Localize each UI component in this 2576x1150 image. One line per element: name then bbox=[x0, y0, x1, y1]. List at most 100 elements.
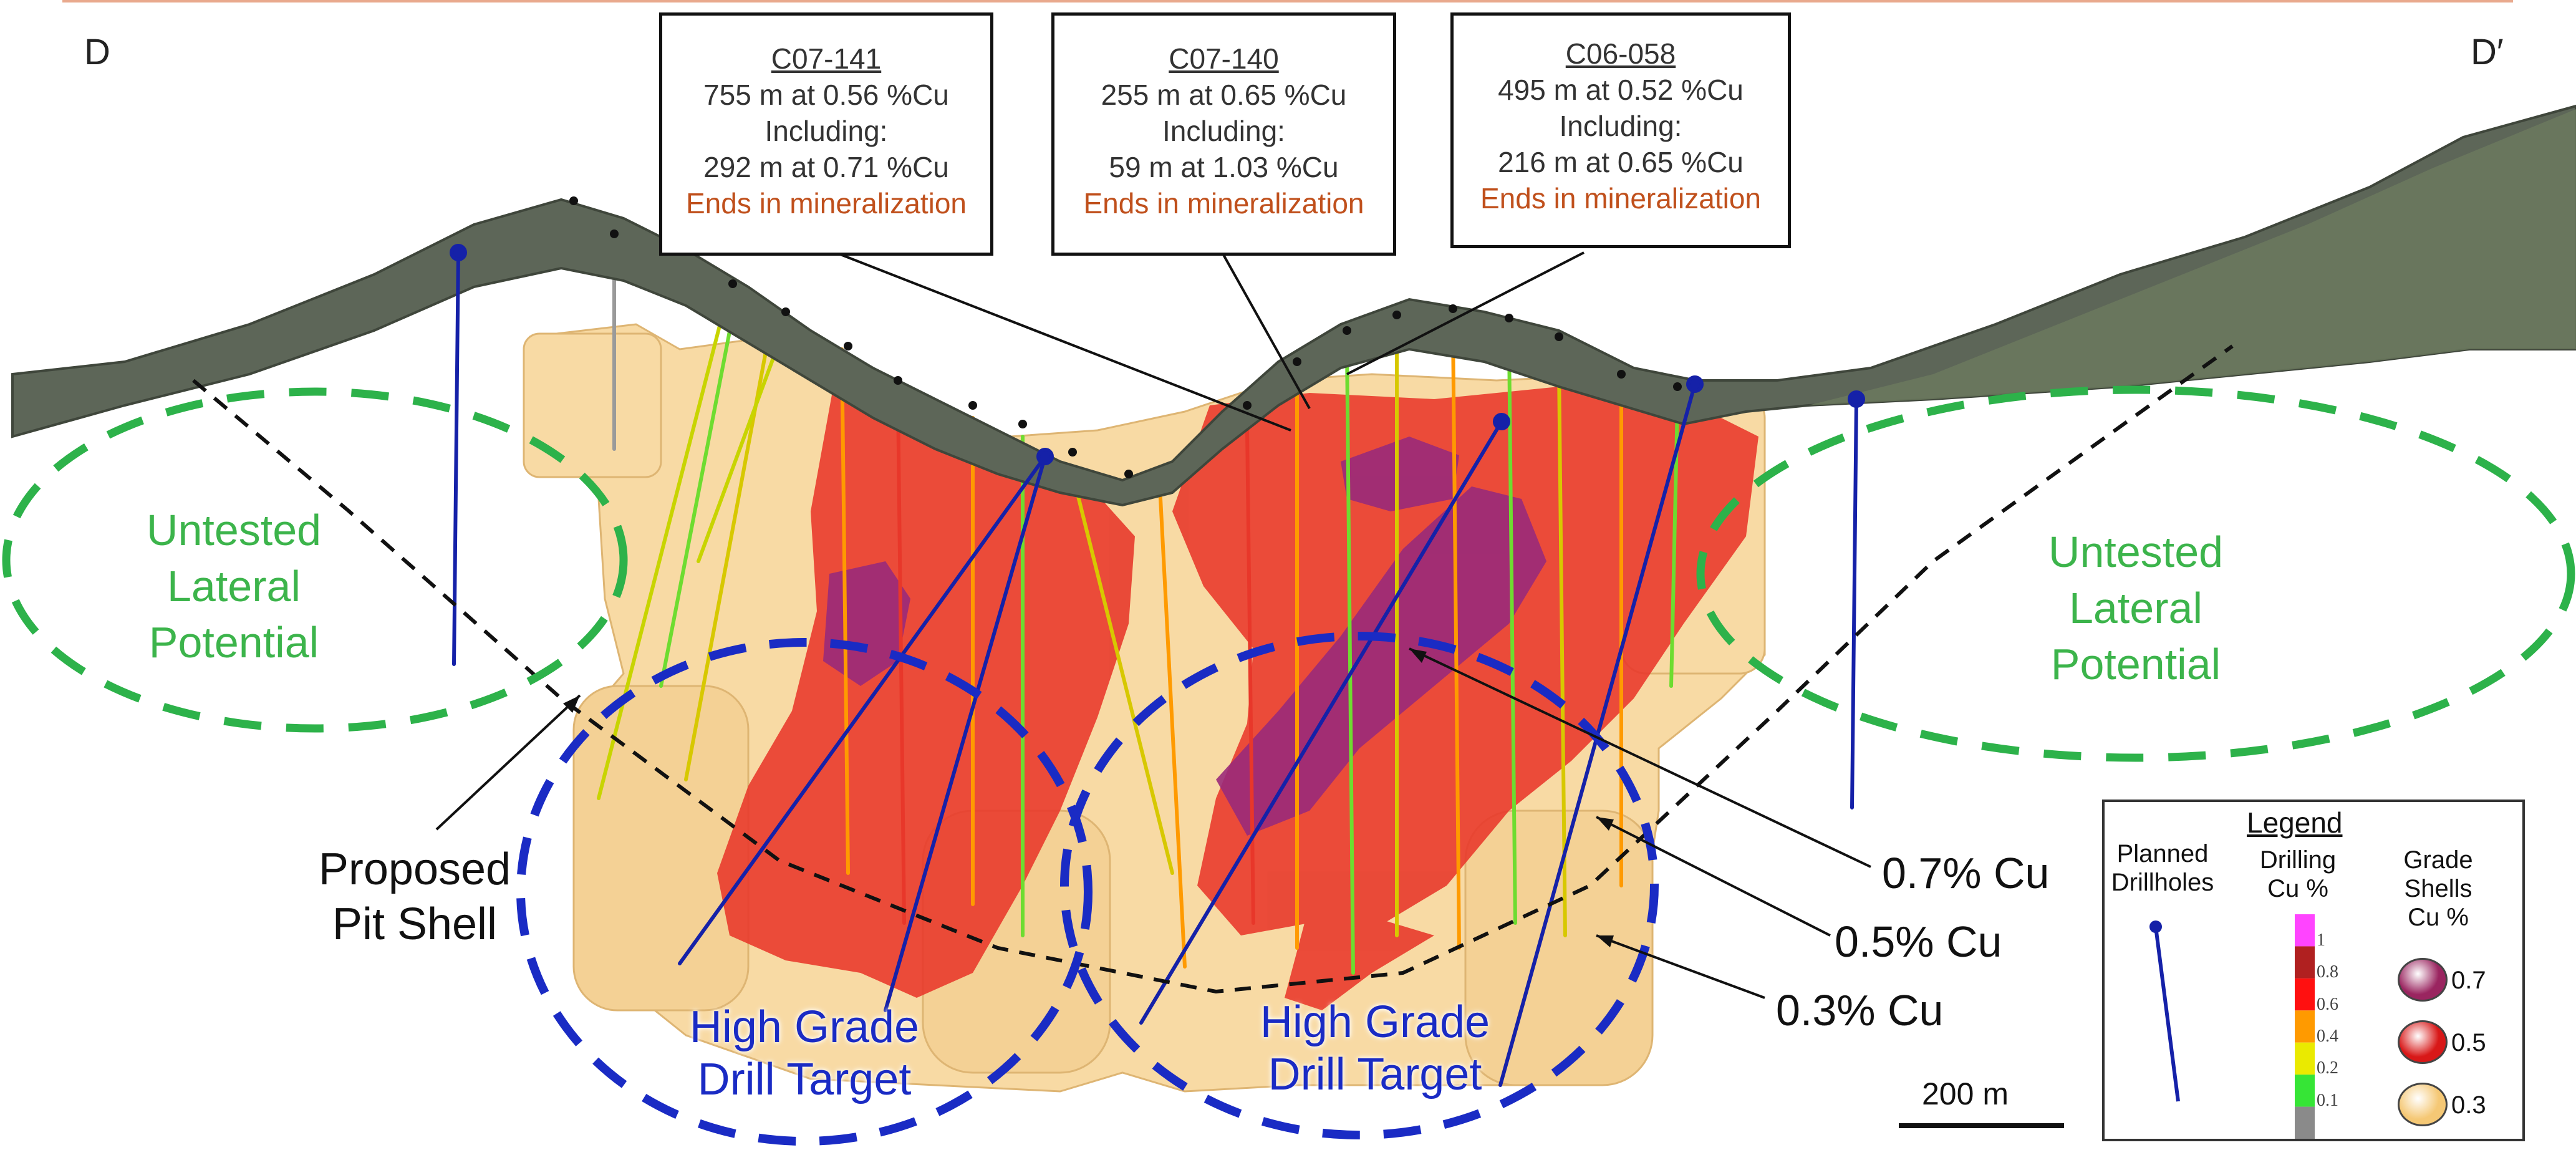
grade-leader-0.7-arrow bbox=[1409, 649, 1427, 663]
drill-collars bbox=[569, 196, 1682, 478]
legend-box: Legend Planned Drillholes Drilling Cu % … bbox=[2102, 800, 2525, 1141]
grade-leader-0.5 bbox=[1596, 816, 1831, 937]
planned-collar bbox=[1036, 448, 1054, 465]
legend-drilling-label: Drilling Cu % bbox=[2254, 846, 2342, 903]
callout-leader-c07-140 bbox=[1221, 252, 1311, 409]
legend-drilling-line: Drilling bbox=[2259, 846, 2337, 874]
legend-planned-line: Drillholes bbox=[2111, 869, 2214, 896]
legend-shells-line: Shells bbox=[2404, 875, 2472, 902]
planned-collar bbox=[1493, 413, 1510, 430]
pit-line: Pit Shell bbox=[332, 899, 498, 949]
callout-c07-141: C07-141 755 m at 0.56 %Cu Including: 292… bbox=[659, 12, 993, 256]
grade-leader-0.5-arrow bbox=[1596, 817, 1614, 831]
collar bbox=[894, 376, 902, 385]
legend-drilling-ticks: 1 0.8 0.6 0.4 0.2 0.1 bbox=[2317, 914, 2354, 1139]
proposed-pit-shell-label: Proposed Pit Shell bbox=[293, 842, 536, 952]
untested-potential-right-label: Untested Lateral Potential bbox=[2020, 524, 2251, 692]
topographic-surface bbox=[11, 104, 2576, 507]
callout-note: Ends in mineralization bbox=[1480, 182, 1761, 215]
legend-drilling-color-swatch bbox=[2295, 1075, 2315, 1107]
collar bbox=[1617, 370, 1626, 379]
legend-drilling-line: Cu % bbox=[2267, 875, 2328, 902]
collar bbox=[968, 401, 977, 410]
callout-intercept: 755 m at 0.56 %Cu bbox=[703, 79, 949, 111]
high-grade-target-right-circle bbox=[1060, 632, 1659, 1139]
callout-sub-intercept: 216 m at 0.65 %Cu bbox=[1498, 146, 1744, 178]
untested-potential-left-ellipse bbox=[2, 387, 628, 733]
collar bbox=[569, 196, 578, 205]
legend-shell-swatch bbox=[2398, 958, 2448, 1002]
callout-sub-intercept: 59 m at 1.03 %Cu bbox=[1109, 151, 1339, 183]
legend-planned-label: Planned Drillholes bbox=[2110, 839, 2216, 897]
grade-label-0.7: 0.7% Cu bbox=[1882, 849, 2050, 897]
pit-shell-leader bbox=[435, 694, 581, 831]
untested-line: Untested bbox=[146, 506, 322, 554]
drillhole bbox=[697, 322, 788, 563]
legend-shell-value: 0.5 bbox=[2451, 1029, 2486, 1056]
pit-line: Proposed bbox=[318, 844, 511, 894]
legend-drilling-color-swatch bbox=[2295, 1042, 2315, 1075]
legend-planned-drillhole-symbol bbox=[2149, 920, 2180, 1102]
grade-label-0.5: 0.5% Cu bbox=[1835, 917, 2002, 966]
grade-shell-0.3-lower-left-block bbox=[572, 685, 750, 1012]
untested-potential-left-label: Untested Lateral Potential bbox=[118, 502, 349, 670]
untested-line: Potential bbox=[148, 618, 319, 667]
callout-hole-id: C07-140 bbox=[1169, 42, 1279, 75]
planned-collar bbox=[1686, 375, 1704, 393]
scale-bar-label: 200 m bbox=[1922, 1076, 2009, 1111]
legend-drilling-color-scale bbox=[2295, 914, 2315, 1139]
high-grade-target-left-circle bbox=[516, 638, 1093, 1146]
high-grade-target-right-label: High Grade Drill Target bbox=[1232, 996, 1518, 1101]
callout-including: Including: bbox=[1559, 110, 1682, 142]
legend-shells-label: Grade Shells Cu % bbox=[2391, 846, 2485, 932]
legend-drilling-color-swatch bbox=[2295, 914, 2315, 947]
legend-drilling-tick: 0.6 bbox=[2317, 994, 2338, 1014]
collar bbox=[781, 307, 790, 316]
drillhole bbox=[659, 297, 738, 688]
collar bbox=[1343, 326, 1351, 335]
grade-leader-0.7 bbox=[1409, 647, 1871, 868]
legend-drilling-color-swatch bbox=[2295, 978, 2315, 1011]
planned-drillhole bbox=[452, 251, 460, 666]
callout-hole-id: C07-141 bbox=[771, 42, 882, 75]
planned-drillhole bbox=[678, 455, 1047, 965]
legend-shell-swatches: 0.7 0.5 0.3 bbox=[2398, 958, 2522, 1139]
legend-planned-line: Planned bbox=[2116, 840, 2209, 867]
collar bbox=[1293, 357, 1301, 366]
collar bbox=[1673, 382, 1682, 391]
planned-collar bbox=[450, 244, 467, 261]
untested-line: Lateral bbox=[166, 562, 301, 611]
untested-line: Lateral bbox=[2068, 584, 2203, 632]
target-line: High Grade bbox=[1260, 997, 1490, 1047]
collar bbox=[1018, 420, 1027, 428]
legend-drilling-tick: 0.4 bbox=[2317, 1027, 2338, 1046]
legend-shell-value: 0.7 bbox=[2451, 967, 2486, 994]
callout-note: Ends in mineralization bbox=[1083, 187, 1364, 220]
collar bbox=[1124, 470, 1133, 478]
drillhole bbox=[840, 347, 850, 875]
grade-leader-0.3 bbox=[1596, 934, 1765, 999]
collar bbox=[844, 342, 852, 350]
legend-shells-line: Grade bbox=[2403, 846, 2473, 874]
collar bbox=[1449, 304, 1457, 313]
grade-label-0.3: 0.3% Cu bbox=[1776, 986, 1944, 1035]
callout-intercept: 495 m at 0.52 %Cu bbox=[1498, 74, 1744, 106]
untested-potential-right-ellipse bbox=[1696, 385, 2575, 762]
target-line: Drill Target bbox=[1268, 1050, 1482, 1099]
grade-shell-0.7-upper bbox=[1341, 437, 1459, 511]
legend-title: Legend bbox=[2247, 806, 2343, 839]
planned-collar bbox=[1848, 390, 1865, 408]
proposed-pit-shell-line bbox=[192, 344, 2234, 994]
collar bbox=[728, 279, 737, 288]
high-grade-target-left-label: High Grade Drill Target bbox=[661, 1001, 948, 1106]
topographic-surface-green-right bbox=[1808, 109, 2576, 405]
callout-including: Including: bbox=[765, 115, 888, 147]
legend-drilling-color-swatch bbox=[2295, 1106, 2315, 1139]
target-line: High Grade bbox=[689, 1002, 920, 1052]
pit-shell-leader-arrow bbox=[563, 695, 580, 713]
callout-note: Ends in mineralization bbox=[685, 187, 967, 220]
callout-intercept: 255 m at 0.65 %Cu bbox=[1101, 79, 1347, 111]
collar bbox=[1068, 448, 1077, 457]
legend-shell-swatch bbox=[2398, 1020, 2448, 1064]
